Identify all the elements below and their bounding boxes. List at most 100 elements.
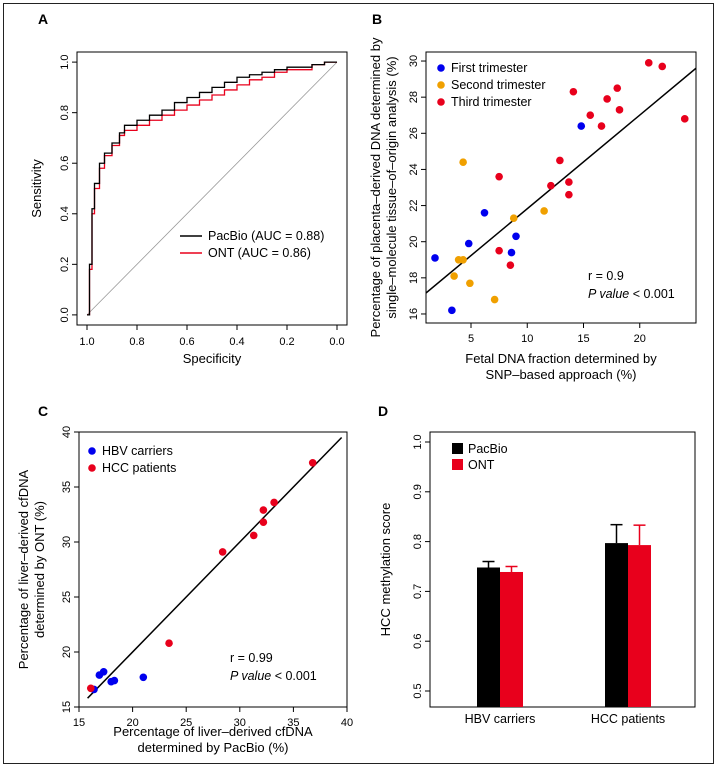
x-tick-label: 15 <box>73 717 85 729</box>
legend-entry: HCC patients <box>102 461 176 475</box>
y-tick-label: 30 <box>408 55 420 67</box>
plot-frame <box>78 431 348 708</box>
data-point-first-trimester <box>577 122 586 130</box>
data-point-hcc-patients <box>249 531 258 540</box>
roc-chart: 1.0 0.8 0.6 0.4 0.2 0.0 0.0 0.2 0.4 0.6 0.8 1.0 Spec… <box>29 51 348 366</box>
scatter-chart-b: 5 10 15 20 16 18 20 22 24 26 28 30 Fetal DNA fractio… <box>368 37 697 382</box>
legend-entry: PacBio (AUC = 0.88) <box>208 229 324 243</box>
data-point-hcc-patients <box>270 498 278 507</box>
legend-entry: ONT (AUC = 0.86) <box>208 246 311 260</box>
data-point-hbv-carriers <box>139 673 148 682</box>
regression-line <box>87 436 343 699</box>
data-point-third-trimester <box>569 87 578 96</box>
legend-marker <box>437 98 445 106</box>
x-tick-label: 5 <box>468 333 474 345</box>
data-point-third-trimester <box>680 115 689 123</box>
y-axis-label: HCC methylation score <box>378 503 393 637</box>
y-tick-label: 18 <box>408 272 420 284</box>
data-point-second-trimester <box>459 255 467 264</box>
data-point-hbv-carriers <box>99 668 108 676</box>
p-value-label: P value <box>588 287 629 301</box>
plot-frame <box>429 431 696 708</box>
data-point-third-trimester <box>495 172 503 181</box>
panel-label-a: A <box>38 11 48 27</box>
legend-entry: HBV carriers <box>102 444 173 458</box>
p-value-text: P value < 0.001 <box>588 287 675 301</box>
legend-marker <box>437 81 445 89</box>
data-point-second-trimester <box>450 272 458 280</box>
legend-entry: ONT <box>468 458 495 472</box>
legend-entry: Second trimester <box>451 78 545 92</box>
legend-entry: PacBio <box>468 442 508 456</box>
y-tick-label: 0.4 <box>59 206 71 221</box>
x-tick-label: 0.0 <box>329 336 344 348</box>
x-tick-label: 0.8 <box>129 336 144 348</box>
reference-diagonal <box>86 61 338 316</box>
data-point-first-trimester <box>480 208 489 217</box>
x-tick-label: 1.0 <box>79 336 94 348</box>
y-tick-label: 0.6 <box>412 634 424 649</box>
bar-ont-hbv-carriers <box>500 571 523 707</box>
data-point-third-trimester <box>658 62 667 71</box>
data-point-first-trimester <box>512 232 520 241</box>
x-tick-label: 20 <box>634 333 646 345</box>
bar-chart: 0.5 0.6 0.7 0.8 0.9 1.0 HCC methylation score H… <box>378 431 696 726</box>
data-point-third-trimester <box>597 122 606 130</box>
x-tick-label: 10 <box>521 333 533 345</box>
x-tick-label: 40 <box>341 717 353 729</box>
y-tick-label: 25 <box>61 591 73 603</box>
y-tick-label: 0.2 <box>59 257 71 272</box>
x-tick-label: 0.2 <box>279 336 294 348</box>
data-point-third-trimester <box>565 190 573 199</box>
roc-curve-0 <box>87 61 337 316</box>
data-point-first-trimester <box>507 248 516 257</box>
data-point-second-trimester <box>509 214 518 223</box>
plot-frame <box>425 51 697 324</box>
data-point-third-trimester <box>547 181 555 190</box>
y-tick-label: 0.8 <box>59 105 71 120</box>
x-axis-label: Percentage of liver–derived cfDNA <box>113 724 313 739</box>
bar-pacbio-hcc-patients <box>605 543 628 707</box>
data-point-third-trimester <box>506 261 515 269</box>
data-point-third-trimester <box>586 111 595 120</box>
x-tick-label: 0.6 <box>179 336 194 348</box>
data-point-hcc-patients <box>259 506 268 514</box>
data-point-third-trimester <box>644 59 653 67</box>
legend-entry: Third trimester <box>451 95 532 109</box>
x-tick-label: 20 <box>126 717 138 729</box>
data-point-third-trimester <box>495 246 503 255</box>
legend-marker <box>88 447 96 455</box>
data-point-first-trimester <box>464 239 473 248</box>
data-point-third-trimester <box>565 178 573 186</box>
x-category-label: HBV carriers <box>465 712 536 726</box>
x-tick-label: 15 <box>577 333 589 345</box>
figure-border <box>3 3 714 764</box>
legend-swatch <box>452 459 463 470</box>
data-point-second-trimester <box>459 158 467 167</box>
legend-marker <box>88 464 96 472</box>
y-tick-label: 0.0 <box>59 307 71 322</box>
y-tick-label: 28 <box>408 91 420 103</box>
y-tick-label: 0.6 <box>59 156 71 171</box>
panel-label-c: C <box>38 403 48 419</box>
y-axis-label: determined by ONT (%) <box>32 501 47 638</box>
panel-label-b: B <box>372 11 382 27</box>
legend-swatch <box>452 443 463 454</box>
p-value-rest: < 0.001 <box>629 287 675 301</box>
data-point-hcc-patients <box>218 548 227 556</box>
p-value-label: P value <box>230 669 271 683</box>
data-point-hcc-patients <box>259 518 268 526</box>
y-tick-label: 24 <box>408 163 420 175</box>
x-tick-label: 0.4 <box>229 336 244 348</box>
data-point-second-trimester <box>466 279 474 288</box>
data-point-first-trimester <box>431 254 439 262</box>
data-point-third-trimester <box>613 84 622 92</box>
panel-label-d: D <box>378 403 388 419</box>
y-tick-label: 1.0 <box>412 434 424 449</box>
data-point-hcc-patients <box>308 459 317 467</box>
data-point-third-trimester <box>603 95 611 103</box>
x-category-label: HCC patients <box>591 712 665 726</box>
y-axis-label: Sensitivity <box>29 159 44 218</box>
legend-marker <box>437 64 445 72</box>
x-axis-label: SNP–based approach (%) <box>485 367 636 382</box>
